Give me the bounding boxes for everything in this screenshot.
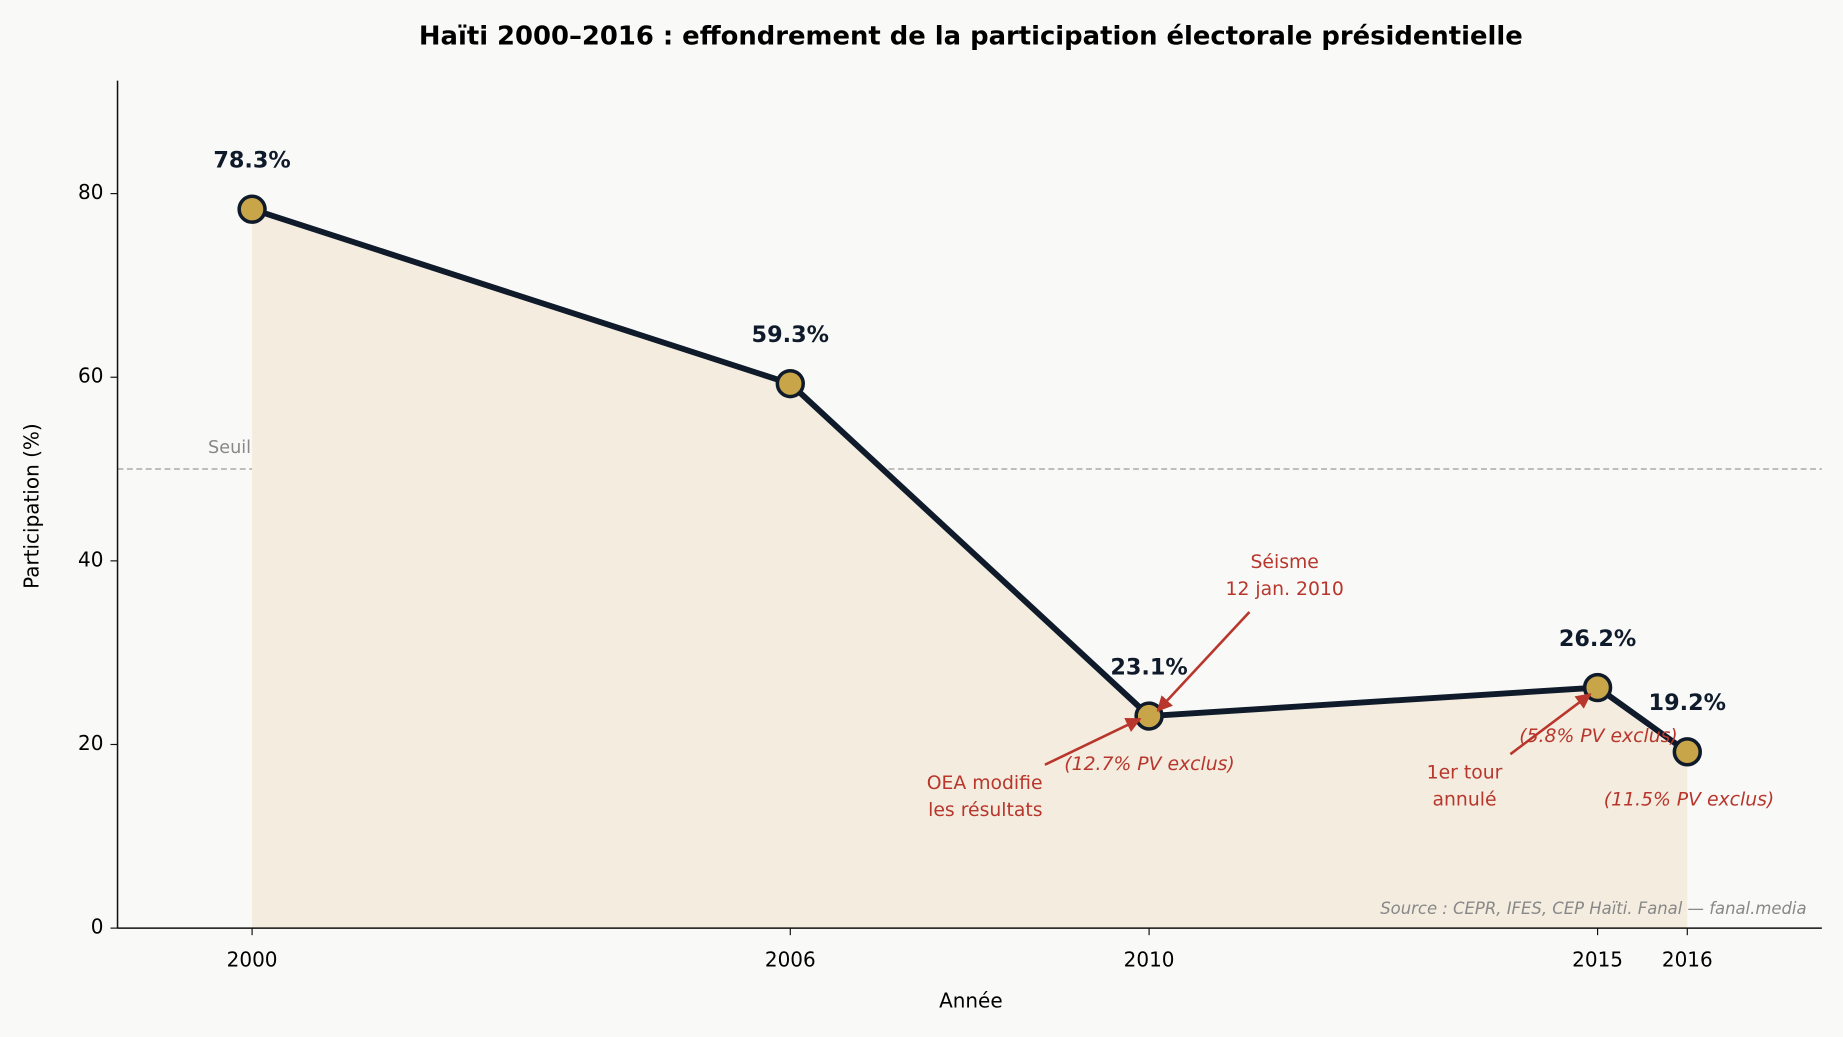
annotation: 12 jan. 2010: [1226, 579, 1344, 600]
value-label: 23.1%: [1110, 654, 1187, 680]
annotation: (12.7% PV exclus): [1064, 754, 1234, 775]
x-tick-label: 2015: [1572, 948, 1623, 972]
marker: [237, 194, 267, 224]
y-tick-label: 0: [91, 915, 104, 939]
annotation: annulé: [1433, 790, 1497, 811]
y-axis-label: Participation (%): [19, 423, 43, 589]
annotation: les résultats: [928, 800, 1042, 821]
annotation-arrow: [1156, 611, 1251, 712]
y-tick-label: 80: [78, 180, 103, 204]
marker: [1672, 737, 1702, 767]
value-label: 78.3%: [213, 148, 290, 174]
annotation: (11.5% PV exclus): [1604, 790, 1774, 811]
y-tick-label: 20: [78, 731, 103, 755]
marker: [775, 368, 805, 399]
annotation: OEA modifie: [927, 773, 1043, 794]
area: [252, 209, 1688, 929]
annotation-arrow: [1509, 693, 1592, 756]
value-label: 26.2%: [1559, 626, 1636, 652]
marker: [1134, 701, 1164, 731]
value-label: 19.2%: [1649, 690, 1726, 716]
annotation: Séisme: [1250, 552, 1318, 573]
y-tick-label: 60: [78, 364, 103, 388]
annotation: (5.8% PV exclus): [1519, 726, 1678, 747]
x-tick-label: 2010: [1124, 948, 1175, 972]
value-label: 59.3%: [752, 322, 829, 348]
x-tick-label: 2000: [227, 948, 278, 972]
chart-title: Haïti 2000–2016 : effondrement de la par…: [419, 22, 1523, 52]
x-tick-label: 2016: [1662, 948, 1713, 972]
annotation-arrow: [1044, 717, 1142, 766]
x-tick-label: 2006: [765, 948, 816, 972]
y-tick-label: 40: [78, 547, 103, 571]
annotation: 1er tour: [1427, 762, 1503, 783]
source: Source : CEPR, IFES, CEP Haïti. Fanal — …: [1380, 899, 1806, 918]
x-axis-label: Année: [939, 989, 1003, 1013]
